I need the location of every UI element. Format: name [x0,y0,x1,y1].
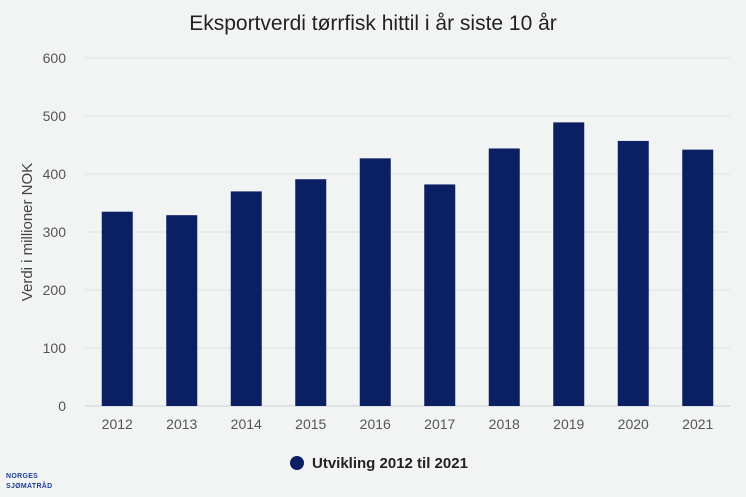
bar-2012[interactable] [101,211,133,406]
x-tick-label: 2020 [618,416,649,432]
y-tick-label: 0 [58,398,66,414]
legend-swatch [290,456,304,470]
bar-2021[interactable] [682,149,714,406]
x-tick-label: 2017 [424,416,455,432]
y-axis-ticks: 0 100 200 300 400 500 600 [43,50,67,414]
x-tick-label: 2019 [553,416,584,432]
chart-title: Eksportverdi tørrfisk hittil i år siste … [189,12,557,35]
y-tick-label: 200 [43,282,67,298]
x-tick-label: 2013 [166,416,197,432]
x-tick-label: 2015 [295,416,326,432]
bar-2018[interactable] [488,148,520,407]
x-axis-ticks: 2012 2013 2014 2015 2016 2017 2018 2019 2020 2021 [102,416,714,432]
x-tick-label: 2012 [102,416,133,432]
legend[interactable]: Utvikling 2012 til 2021 [290,455,468,472]
bar-2013[interactable] [166,215,198,406]
bar-2017[interactable] [424,184,456,406]
bar-2015[interactable] [295,179,327,406]
x-tick-label: 2018 [489,416,520,432]
y-tick-label: 400 [43,166,67,182]
norges-sjomatrad-logo: NORGES SJØMATRÅD [6,473,53,490]
y-axis-label: Verdi i millioner NOK [19,163,36,301]
bar-2019[interactable] [553,122,585,406]
bar-2014[interactable] [230,191,262,406]
legend-label: Utvikling 2012 til 2021 [312,455,468,472]
x-tick-label: 2014 [231,416,262,432]
y-tick-label: 100 [43,340,67,356]
logo-line1: NORGES [6,473,38,480]
logo-line2: SJØMATRÅD [6,481,53,490]
bar-2020[interactable] [617,140,649,406]
y-tick-label: 300 [43,224,67,240]
x-tick-label: 2016 [360,416,391,432]
bar-2016[interactable] [359,158,391,406]
x-tick-label: 2021 [682,416,713,432]
y-tick-label: 600 [43,50,67,66]
y-tick-label: 500 [43,108,67,124]
bars [101,122,714,407]
